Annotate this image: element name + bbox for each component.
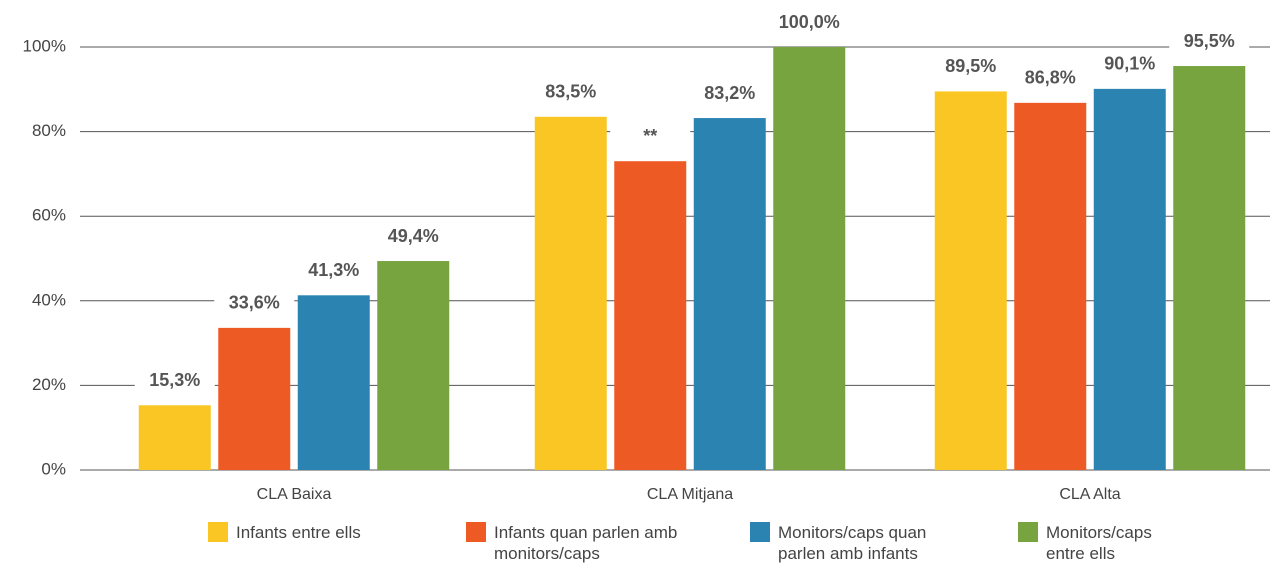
bar	[218, 327, 291, 470]
bar	[1173, 66, 1246, 470]
legend-label: Infants entre ells	[236, 523, 361, 542]
value-label: 89,5%	[945, 56, 996, 76]
value-label: 49,4%	[388, 226, 439, 246]
bar	[297, 295, 370, 470]
label-bg	[769, 9, 850, 35]
value-label: 33,6%	[229, 293, 280, 313]
value-label: 41,3%	[308, 260, 359, 280]
legend-item: Monitors/caps quan parlen amb infants	[750, 522, 965, 564]
label-bg	[530, 78, 611, 105]
legend-label: Infants quan parlen amb monitors/caps	[494, 523, 678, 563]
y-tick-label: 100%	[23, 36, 66, 55]
chart: 0% 20% 40% 60% 80% 100% CLA Baixa 15,3% 33,6% 41,…	[22, 9, 1270, 504]
label-bg	[214, 289, 295, 316]
bar	[934, 91, 1007, 470]
label-bg	[1089, 50, 1170, 77]
y-tick-label: 60%	[32, 206, 66, 225]
value-label: 15,3%	[149, 370, 200, 390]
value-label: 83,2%	[704, 83, 755, 103]
label-bg	[1010, 64, 1091, 91]
value-label: **	[643, 126, 657, 146]
bar	[1093, 88, 1166, 470]
value-label: 83,5%	[545, 82, 596, 102]
bar	[1014, 102, 1087, 470]
y-tick-label: 80%	[32, 121, 66, 140]
value-label: 95,5%	[1184, 31, 1235, 51]
legend-label: Monitors/caps quan parlen amb infants	[778, 523, 927, 563]
y-tick-label: 0%	[41, 459, 66, 478]
y-tick-label: 20%	[32, 375, 66, 394]
y-tick-label: 40%	[32, 290, 66, 309]
x-tick-label: CLA Baixa	[257, 486, 332, 503]
label-bg	[930, 53, 1011, 80]
label-bg	[134, 367, 215, 394]
bar	[138, 405, 211, 470]
legend-item: Monitors/caps entre ells	[1018, 522, 1168, 564]
bar	[773, 47, 846, 470]
value-label: 90,1%	[1104, 54, 1155, 74]
legend-label: Monitors/caps entre ells	[1046, 523, 1152, 563]
label-bg	[373, 223, 454, 250]
legend-swatch	[750, 522, 770, 542]
legend: Infants entre ells Infants quan parlen am…	[0, 522, 1285, 566]
value-label: 86,8%	[1025, 68, 1076, 88]
x-tick-label: CLA Mitjana	[647, 486, 733, 503]
bar	[377, 261, 450, 470]
value-label: 100,0%	[779, 12, 840, 32]
x-tick-label: CLA Alta	[1059, 486, 1120, 503]
legend-swatch	[208, 522, 228, 542]
bar	[534, 116, 607, 471]
legend-swatch	[466, 522, 486, 542]
legend-item: Infants quan parlen amb monitors/caps	[466, 522, 686, 564]
legend-item: Infants entre ells	[208, 522, 428, 543]
bar	[614, 161, 687, 470]
bar	[693, 118, 766, 471]
label-bg	[610, 123, 691, 150]
legend-swatch	[1018, 522, 1038, 542]
label-bg	[293, 257, 374, 284]
label-bg	[1169, 28, 1250, 55]
label-bg	[689, 80, 770, 107]
